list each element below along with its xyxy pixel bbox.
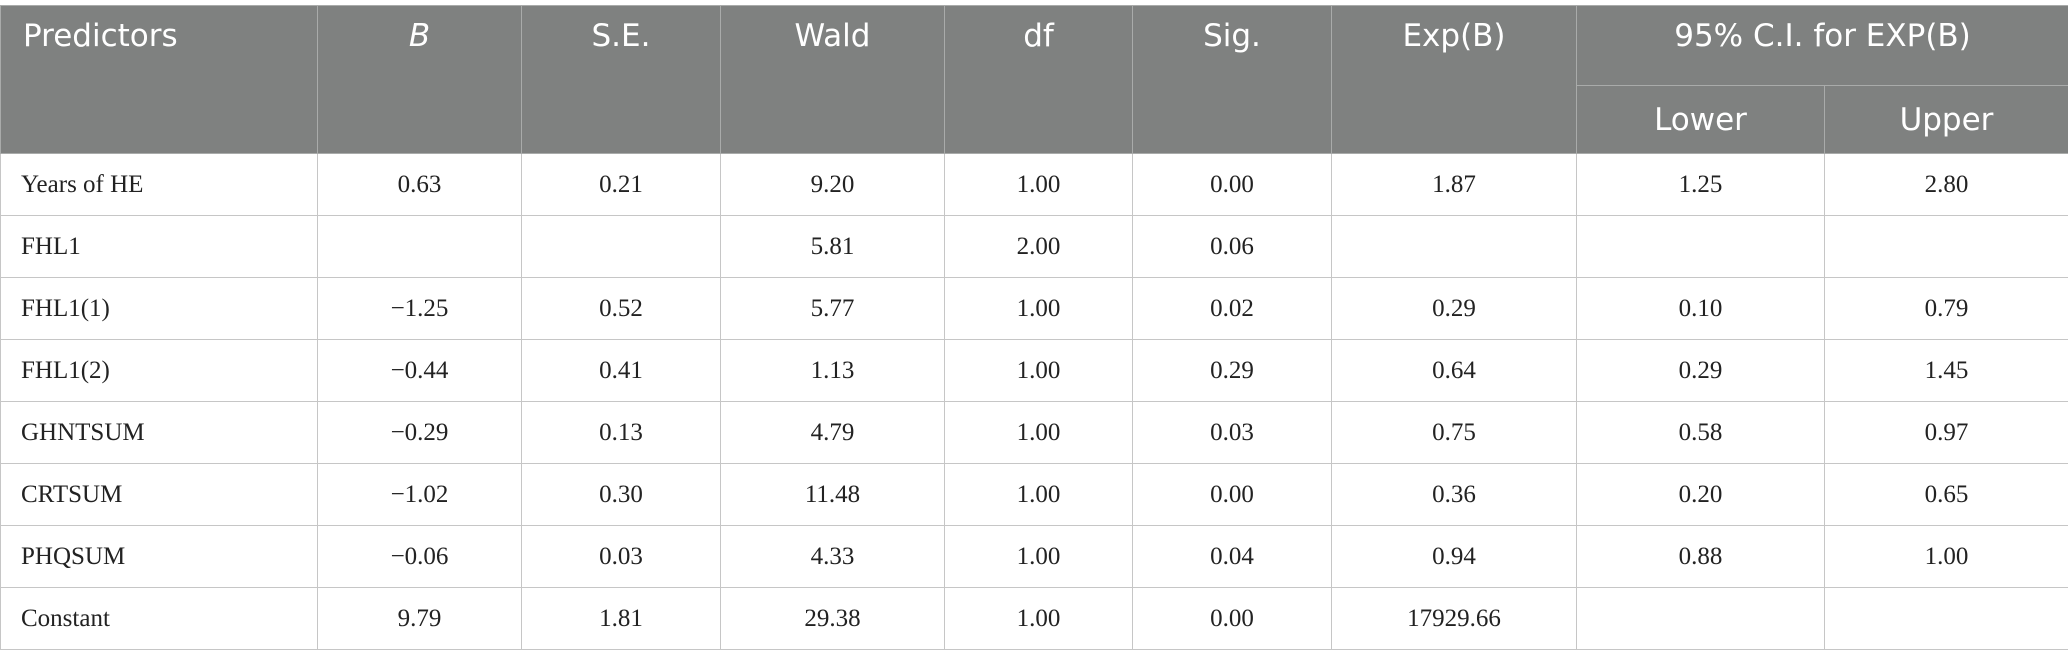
cell: 0.63 <box>318 154 522 216</box>
cell: −1.25 <box>318 278 522 340</box>
cell: 0.30 <box>522 464 721 526</box>
column-header: df <box>945 6 1133 154</box>
cell: 0.36 <box>1332 464 1577 526</box>
cell: 0.10 <box>1577 278 1825 340</box>
cell: 0.21 <box>522 154 721 216</box>
column-header: B <box>318 6 522 154</box>
cell: 9.20 <box>721 154 945 216</box>
cell: 1.00 <box>945 588 1133 650</box>
cell: 0.75 <box>1332 402 1577 464</box>
column-header: Predictors <box>1 6 318 154</box>
subcolumn-header: Lower <box>1577 86 1825 154</box>
cell: 0.03 <box>1133 402 1332 464</box>
cell: 0.03 <box>522 526 721 588</box>
cell: 1.00 <box>945 278 1133 340</box>
empty-cell <box>522 216 721 278</box>
empty-cell <box>1825 588 2068 650</box>
cell: 0.06 <box>1133 216 1332 278</box>
cell: 9.79 <box>318 588 522 650</box>
cell: 0.00 <box>1133 154 1332 216</box>
cell: 0.13 <box>522 402 721 464</box>
cell: −0.44 <box>318 340 522 402</box>
cell: 0.20 <box>1577 464 1825 526</box>
cell: 5.77 <box>721 278 945 340</box>
cell: 0.41 <box>522 340 721 402</box>
cell: 1.25 <box>1577 154 1825 216</box>
cell: 0.97 <box>1825 402 2068 464</box>
column-header: Sig. <box>1133 6 1332 154</box>
column-header: Exp(B) <box>1332 6 1577 154</box>
cell: 0.29 <box>1577 340 1825 402</box>
row-label: CRTSUM <box>1 464 318 526</box>
row-label: PHQSUM <box>1 526 318 588</box>
cell: −1.02 <box>318 464 522 526</box>
empty-cell <box>318 216 522 278</box>
cell: 1.00 <box>945 154 1133 216</box>
cell: 11.48 <box>721 464 945 526</box>
cell: −0.06 <box>318 526 522 588</box>
cell: 0.29 <box>1332 278 1577 340</box>
row-label: Constant <box>1 588 318 650</box>
cell: 17929.66 <box>1332 588 1577 650</box>
cell: 0.02 <box>1133 278 1332 340</box>
row-label: Years of HE <box>1 154 318 216</box>
cell: 0.65 <box>1825 464 2068 526</box>
subcolumn-header: Upper <box>1825 86 2068 154</box>
column-header: Wald <box>721 6 945 154</box>
row-label: GHNTSUM <box>1 402 318 464</box>
cell: 1.13 <box>721 340 945 402</box>
cell: 29.38 <box>721 588 945 650</box>
cell: 2.00 <box>945 216 1133 278</box>
cell: 0.04 <box>1133 526 1332 588</box>
row-label: FHL1(1) <box>1 278 318 340</box>
empty-cell <box>1577 216 1825 278</box>
row-label: FHL1 <box>1 216 318 278</box>
empty-cell <box>1825 216 2068 278</box>
column-header: 95% C.I. for EXP(B) <box>1577 6 2068 86</box>
cell: 0.58 <box>1577 402 1825 464</box>
cell: 5.81 <box>721 216 945 278</box>
cell: 4.79 <box>721 402 945 464</box>
cell: 1.00 <box>945 340 1133 402</box>
cell: 0.94 <box>1332 526 1577 588</box>
cell: 1.00 <box>945 526 1133 588</box>
cell: 0.88 <box>1577 526 1825 588</box>
empty-cell <box>1332 216 1577 278</box>
cell: 0.00 <box>1133 464 1332 526</box>
cell: 1.81 <box>522 588 721 650</box>
empty-cell <box>1577 588 1825 650</box>
cell: 1.00 <box>945 402 1133 464</box>
cell: −0.29 <box>318 402 522 464</box>
cell: 1.87 <box>1332 154 1577 216</box>
cell: 0.52 <box>522 278 721 340</box>
cell: 1.45 <box>1825 340 2068 402</box>
row-label: FHL1(2) <box>1 340 318 402</box>
cell: 2.80 <box>1825 154 2068 216</box>
cell: 1.00 <box>945 464 1133 526</box>
cell: 4.33 <box>721 526 945 588</box>
cell: 0.29 <box>1133 340 1332 402</box>
cell: 0.79 <box>1825 278 2068 340</box>
column-header: S.E. <box>522 6 721 154</box>
cell: 1.00 <box>1825 526 2068 588</box>
cell: 0.64 <box>1332 340 1577 402</box>
cell: 0.00 <box>1133 588 1332 650</box>
